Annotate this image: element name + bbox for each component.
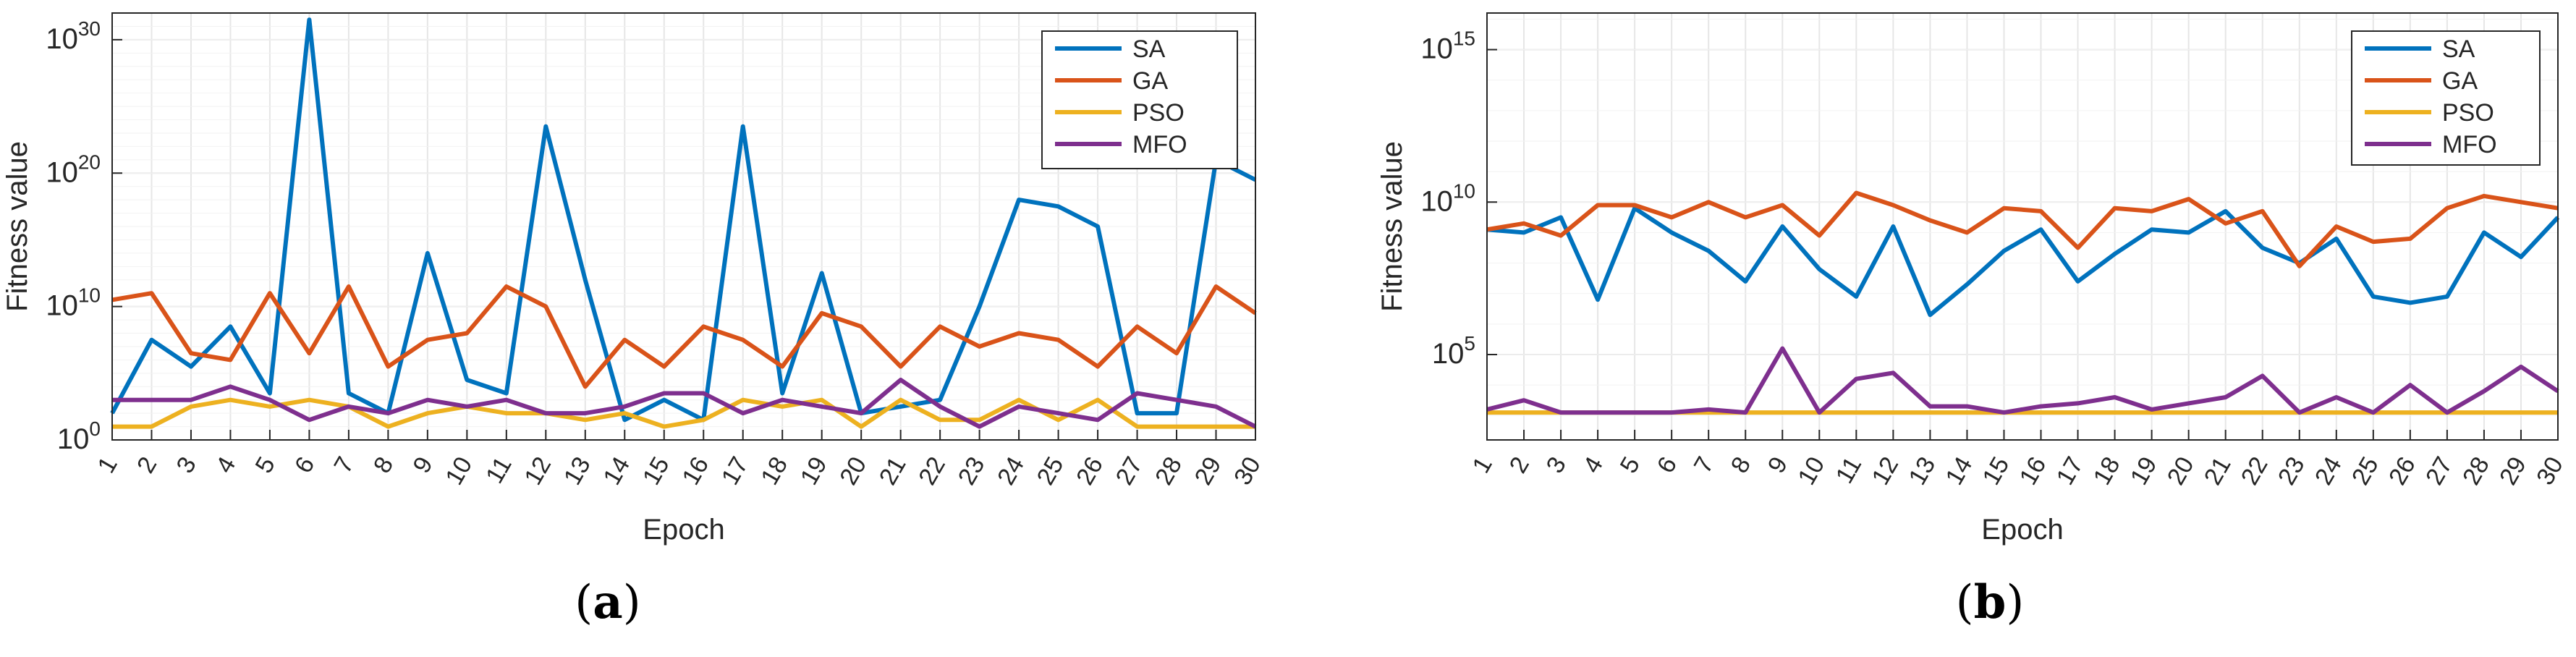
chart-b-x-tick-label: 1: [1467, 452, 1498, 478]
chart-a-x-tick-label: 2: [132, 452, 162, 478]
chart-b-x-tick-label: 18: [2088, 452, 2126, 490]
chart-a-x-tick-label: 22: [913, 452, 951, 490]
chart-panel-b: 1 2 3 4 5 6 7 8 9 10 11 12 13 14 15 16 17 18 19 20 21 22 23 24 2…: [1288, 0, 2576, 653]
chart-b-y-tick-label: 1010: [1420, 179, 1475, 217]
chart-b-legend-label-pso: PSO: [2442, 99, 2494, 127]
chart-b-x-tick-label: 26: [2384, 452, 2421, 490]
chart-a-series-ga-line: [111, 284, 1257, 389]
chart-b-x-tick-label: 12: [1866, 452, 1904, 490]
chart-a-x-tick-label: 7: [329, 452, 359, 478]
caption-a-letter: a: [593, 575, 623, 630]
chart-a-x-tick-label: 23: [953, 452, 991, 490]
chart-a-axes-box: [111, 12, 1256, 441]
chart-a-x-tick-label: 19: [795, 452, 833, 490]
chart-a-x-tick-label: 14: [598, 452, 635, 490]
chart-a-x-tick-label: 20: [834, 452, 872, 490]
chart-a-x-tick-label: 4: [211, 452, 241, 478]
chart-b-x-tick-label: 17: [2051, 452, 2089, 490]
caption-b-letter: b: [1973, 575, 2007, 630]
chart-a-y-tick-label: 1020: [46, 151, 101, 188]
chart-a-x-tick-label: 18: [755, 452, 793, 490]
chart-a-x-tick-label: 29: [1190, 452, 1227, 490]
chart-b-x-tick-label: 23: [2273, 452, 2310, 490]
chart-a-x-tick-label: 8: [368, 452, 399, 478]
chart-a-x-tick-label: 24: [992, 452, 1030, 490]
chart-b-x-tick-label: 11: [1831, 452, 1868, 488]
chart-b-x-tick-label: 6: [1652, 452, 1682, 478]
chart-b-x-tick-label: 8: [1726, 452, 1756, 478]
chart-a-x-tick-label: 28: [1150, 452, 1187, 490]
chart-b-y-axis-label: Fitness value: [1376, 141, 1408, 312]
chart-b-x-tick-label: 28: [2457, 452, 2495, 490]
chart-a-x-tick-label: 10: [440, 452, 478, 490]
chart-b-x-tick-label: 15: [1978, 452, 2015, 490]
chart-b-y-tick-label: 105: [1432, 332, 1475, 370]
chart-b-y-tick-label: 1015: [1420, 27, 1475, 65]
chart-b-legend: SA GA PSO MFO: [2351, 30, 2541, 166]
chart-b-series-ga-line: [1486, 190, 2559, 268]
chart-b-x-tick-label: 24: [2310, 452, 2347, 490]
chart-b-x-tick-label: 13: [1904, 452, 1941, 490]
chart-b-x-tick-label: 4: [1578, 452, 1609, 478]
chart-b-x-tick-label: 29: [2494, 452, 2532, 490]
chart-a-x-tick-label: 15: [637, 452, 675, 490]
chart-b-x-tick-label: 30: [2531, 452, 2569, 490]
chart-b-x-tick-label: 20: [2162, 452, 2200, 490]
chart-a-legend-label-ga: GA: [1132, 67, 1168, 95]
chart-b-x-axis-label: Epoch: [1981, 514, 2063, 546]
chart-b-x-tick-label: 21: [2199, 452, 2237, 490]
chart-a-legend-label-sa: SA: [1132, 35, 1166, 63]
chart-a-y-tick-label: 1010: [46, 284, 101, 322]
chart-a-x-tick-label: 11: [480, 452, 517, 488]
chart-a-x-tick-label: 1: [93, 452, 123, 478]
chart-b-x-tick-label: 16: [2014, 452, 2052, 490]
chart-b-x-tick-label: 19: [2125, 452, 2163, 490]
chart-a-x-tick-label: 21: [874, 452, 912, 490]
chart-b-x-tick-label: 3: [1541, 452, 1572, 478]
chart-b-x-tick-label: 10: [1792, 452, 1830, 490]
chart-a-x-tick-label: 9: [407, 452, 438, 478]
chart-b-axes-box: [1486, 12, 2559, 441]
chart-b-x-tick-label: 14: [1941, 452, 1978, 490]
chart-b-x-tick-label: 25: [2347, 452, 2384, 490]
chart-b-series-mfo-line: [1486, 346, 2559, 415]
chart-a-x-tick-label: 27: [1111, 452, 1148, 490]
chart-b-x-tick-label: 27: [2420, 452, 2458, 490]
chart-panel-a: 1 2 3 4 5 6 7 8 9 10 11 12 13 14 15 16 17 18 19 20 21 22 23 24 2…: [0, 0, 1288, 653]
chart-a-y-tick-label: 1030: [46, 17, 101, 55]
chart-a-x-tick-label: 17: [716, 452, 754, 490]
chart-b: 1 2 3 4 5 6 7 8 9 10 11 12 13 14 15 16 17 18 19 20 21 22 23 24 2…: [1376, 12, 2569, 546]
chart-a-legend-label-mfo: MFO: [1132, 131, 1187, 158]
chart-a-x-tick-label: 6: [289, 452, 320, 478]
chart-b-x-tick-label: 7: [1689, 452, 1719, 478]
chart-a-x-tick-label: 26: [1071, 452, 1109, 490]
chart-b-x-tick-label: 2: [1504, 452, 1535, 478]
chart-a-x-tick-label: 30: [1229, 452, 1266, 490]
chart-a-x-tick-label: 16: [677, 452, 714, 490]
chart-b-x-tick-label: 22: [2236, 452, 2274, 490]
chart-a-legend-label-pso: PSO: [1132, 99, 1185, 127]
chart-b-legend-label-ga: GA: [2442, 67, 2478, 95]
chart-a-series-pso-line: [112, 397, 1255, 429]
chart-a-x-tick-label: 5: [250, 452, 280, 478]
caption-b: (b): [1955, 575, 2025, 630]
chart-b-legend-label-sa: SA: [2442, 35, 2475, 63]
caption-a: (a): [575, 575, 641, 630]
chart-a-x-tick-label: 12: [519, 452, 556, 490]
chart-a-x-tick-label: 13: [559, 452, 596, 490]
chart-a-series-mfo-line: [112, 378, 1257, 429]
chart-a-x-axis-label: Epoch: [643, 514, 724, 546]
chart-a-y-axis-label: Fitness value: [1, 141, 33, 312]
chart-a-y-tick-label: 100: [57, 417, 101, 455]
chart-a-legend: SA GA PSO MFO: [1041, 30, 1238, 169]
chart-a-x-tick-label: 3: [171, 452, 202, 478]
chart-b-x-tick-label: 9: [1763, 452, 1793, 478]
chart-b-x-tick-label: 5: [1615, 452, 1645, 478]
chart-b-legend-label-mfo: MFO: [2442, 131, 2497, 158]
chart-b-series-sa-line: [1486, 205, 2560, 318]
chart-a-series-sa-line: [110, 17, 1257, 423]
chart-a-x-tick-label: 25: [1032, 452, 1069, 490]
chart-a: 1 2 3 4 5 6 7 8 9 10 11 12 13 14 15 16 17 18 19 20 21 22 23 24 2…: [1, 12, 1266, 546]
